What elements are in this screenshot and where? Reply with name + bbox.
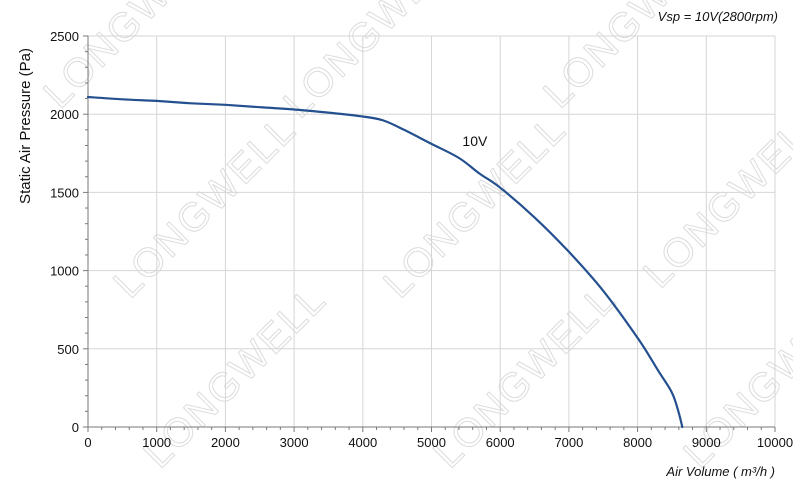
series-layer: 10V [86,95,684,429]
x-tick-label: 8000 [623,435,652,450]
x-tick-label: 0 [84,435,91,450]
y-tick-label: 2000 [50,107,79,122]
x-tick-label: 6000 [486,435,515,450]
x-tick-labels: 0 1000 2000 3000 4000 5000 6000 7000 8000 9000 100… [84,435,793,450]
x-tick-label: 10000 [757,435,793,450]
axes [83,35,776,432]
x-tick-label: 4000 [348,435,377,450]
x-tick-label: 1000 [142,435,171,450]
y-axis-label: Static Air Pressure (Pa) [17,48,34,204]
watermark-text: LONGWELL [105,107,305,307]
series-label-10v: 10V [462,133,488,149]
watermark-text: LONGWELL [275,0,475,126]
y-tick-label: 500 [57,342,79,357]
y-tick-labels: 0 500 1000 1500 2000 2500 [50,29,79,435]
x-axis-label: Air Volume ( m³/h ) [665,464,775,479]
x-tick-label: 2000 [211,435,240,450]
y-tick-label: 2500 [50,29,79,44]
x-tick-label: 9000 [692,435,721,450]
x-tick-label: 5000 [417,435,446,450]
series-line-10v [86,95,684,429]
chart-annotation: Vsp = 10V(2800rpm) [658,9,778,24]
x-tick-label: 3000 [280,435,309,450]
y-tick-label: 1000 [50,264,79,279]
y-tick-label: 1500 [50,185,79,200]
watermark-text: LONGWELL [425,277,625,477]
watermark-text: LONGWELL [635,97,793,297]
y-tick-label: 0 [72,420,79,435]
x-tick-label: 7000 [554,435,583,450]
